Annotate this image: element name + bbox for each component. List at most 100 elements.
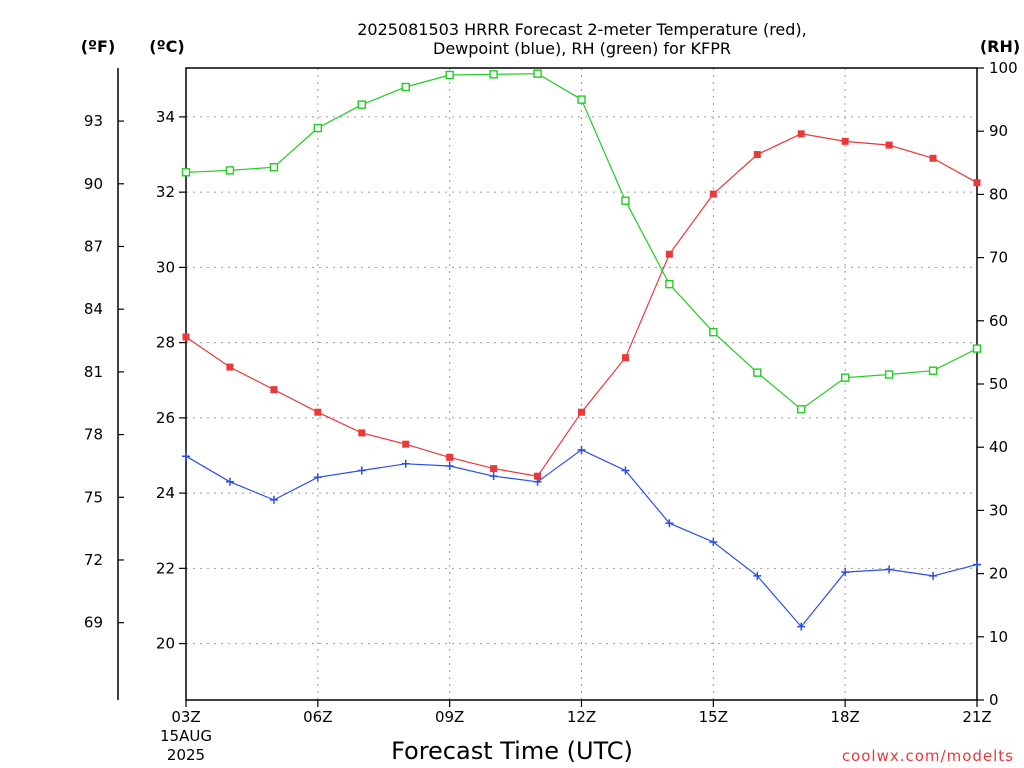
rh-tick-label: 10 xyxy=(989,628,1008,646)
rh-tick-label: 30 xyxy=(989,501,1008,519)
celsius-tick-label: 28 xyxy=(156,334,175,352)
rh-tick-label: 40 xyxy=(989,438,1008,456)
x-tick-label: 06Z xyxy=(303,708,332,726)
celsius-tick-label: 22 xyxy=(156,559,175,577)
dewpoint-point xyxy=(489,472,498,481)
fahrenheit-tick-label: 90 xyxy=(84,175,103,193)
rh-series xyxy=(181,69,982,414)
celsius-axis: 34 32 30 28 26 24 22 20 xyxy=(156,108,186,653)
fahrenheit-tick-label: 93 xyxy=(84,112,103,130)
rh-point xyxy=(357,100,366,109)
fahrenheit-tick-label: 72 xyxy=(84,551,103,569)
temperature-point xyxy=(665,250,673,258)
celsius-tick-label: 20 xyxy=(156,635,175,653)
celsius-tick-label: 24 xyxy=(156,484,175,502)
rh-point xyxy=(225,166,235,175)
temperature-point xyxy=(621,354,629,362)
temperature-point xyxy=(534,472,542,480)
rh-point xyxy=(665,279,674,289)
temperature-point xyxy=(578,408,585,416)
rh-tick-label: 20 xyxy=(989,565,1008,583)
fahrenheit-axis: 93 90 87 84 81 78 75 72 69 xyxy=(84,112,124,632)
rh-point xyxy=(489,70,498,79)
rh-tick-label: 70 xyxy=(989,249,1008,267)
rh-point xyxy=(928,366,938,375)
rh-tick-label: 100 xyxy=(989,59,1018,77)
x-tick-label: 09Z xyxy=(435,708,464,726)
rh-point xyxy=(621,196,630,205)
rh-tick-label: 80 xyxy=(989,185,1008,203)
x-tick-label: 03Z xyxy=(171,708,200,726)
x-start-date-line-2: 2025 xyxy=(167,746,205,764)
rh-point xyxy=(840,373,850,382)
rh-point xyxy=(313,123,323,133)
credit-text: coolwx.com/modelts xyxy=(842,747,1014,765)
temperature-point xyxy=(841,137,849,145)
rh-tick-label: 90 xyxy=(989,122,1008,140)
dewpoint-point xyxy=(841,568,850,577)
chart-title-line-1: 2025081503 HRRR Forecast 2-meter Tempera… xyxy=(357,20,807,39)
x-start-date: 15AUG 2025 xyxy=(160,727,212,764)
dewpoint-point xyxy=(797,622,806,631)
fahrenheit-tick-label: 75 xyxy=(84,488,103,506)
temperature-point xyxy=(885,141,893,149)
temperature-point xyxy=(797,130,805,138)
temperature-point xyxy=(314,408,322,416)
rh-point xyxy=(797,405,806,414)
temperature-point xyxy=(490,465,498,473)
dewpoint-point xyxy=(357,466,366,475)
temperature-point xyxy=(753,151,761,159)
dewpoint-point xyxy=(313,473,322,482)
rh-axis: 0 10 20 30 40 50 60 70 80 90 100 xyxy=(977,59,1018,709)
dewpoint-series xyxy=(182,445,981,631)
gridlines xyxy=(186,68,977,700)
temperature-point xyxy=(709,190,717,198)
x-tick-label: 18Z xyxy=(830,708,859,726)
fahrenheit-tick-label: 69 xyxy=(84,614,103,632)
series-layer xyxy=(181,69,982,631)
dewpoint-point xyxy=(753,571,762,580)
fahrenheit-unit-label: (ºF) xyxy=(81,37,116,56)
dewpoint-point xyxy=(269,495,278,504)
rh-tick-label: 0 xyxy=(989,691,999,709)
dewpoint-point xyxy=(621,466,630,475)
rh-tick-label: 60 xyxy=(989,312,1008,330)
x-start-date-line-1: 15AUG xyxy=(160,727,212,745)
dewpoint-point xyxy=(973,560,981,569)
x-tick-label: 21Z xyxy=(962,708,991,726)
celsius-tick-label: 26 xyxy=(156,409,175,427)
dewpoint-point xyxy=(665,519,674,528)
dewpoint-point xyxy=(182,452,190,461)
temperature-point xyxy=(402,440,410,448)
temperature-point xyxy=(446,453,454,461)
rh-point xyxy=(753,368,762,377)
rh-point xyxy=(269,163,279,172)
x-axis: 03Z 06Z 09Z 12Z 15Z 18Z 21Z xyxy=(171,700,992,726)
temperature-line xyxy=(185,133,978,477)
dewpoint-point xyxy=(401,459,410,468)
fahrenheit-tick-label: 81 xyxy=(84,363,103,381)
rh-point xyxy=(401,82,410,92)
chart-title-line-2: Dewpoint (blue), RH (green) for KFPR xyxy=(433,39,731,58)
temperature-point xyxy=(973,179,981,187)
rh-point xyxy=(445,70,454,80)
celsius-unit-label: (ºC) xyxy=(149,37,184,56)
fahrenheit-tick-label: 78 xyxy=(84,426,103,444)
celsius-tick-label: 30 xyxy=(156,258,175,276)
temperature-point xyxy=(929,154,937,162)
temperature-point xyxy=(182,333,190,341)
dewpoint-point xyxy=(533,477,542,486)
x-axis-title: Forecast Time (UTC) xyxy=(391,737,633,765)
dewpoint-point xyxy=(445,462,454,471)
dewpoint-point xyxy=(577,445,586,454)
chart-title: 2025081503 HRRR Forecast 2-meter Tempera… xyxy=(357,20,807,58)
x-tick-label: 12Z xyxy=(567,708,596,726)
x-tick-label: 15Z xyxy=(699,708,728,726)
dewpoint-point xyxy=(885,565,894,574)
rh-point xyxy=(972,344,982,353)
rh-point xyxy=(533,69,542,78)
temperature-point xyxy=(270,386,278,394)
temperature-series xyxy=(182,130,981,480)
temperature-point xyxy=(358,429,366,437)
